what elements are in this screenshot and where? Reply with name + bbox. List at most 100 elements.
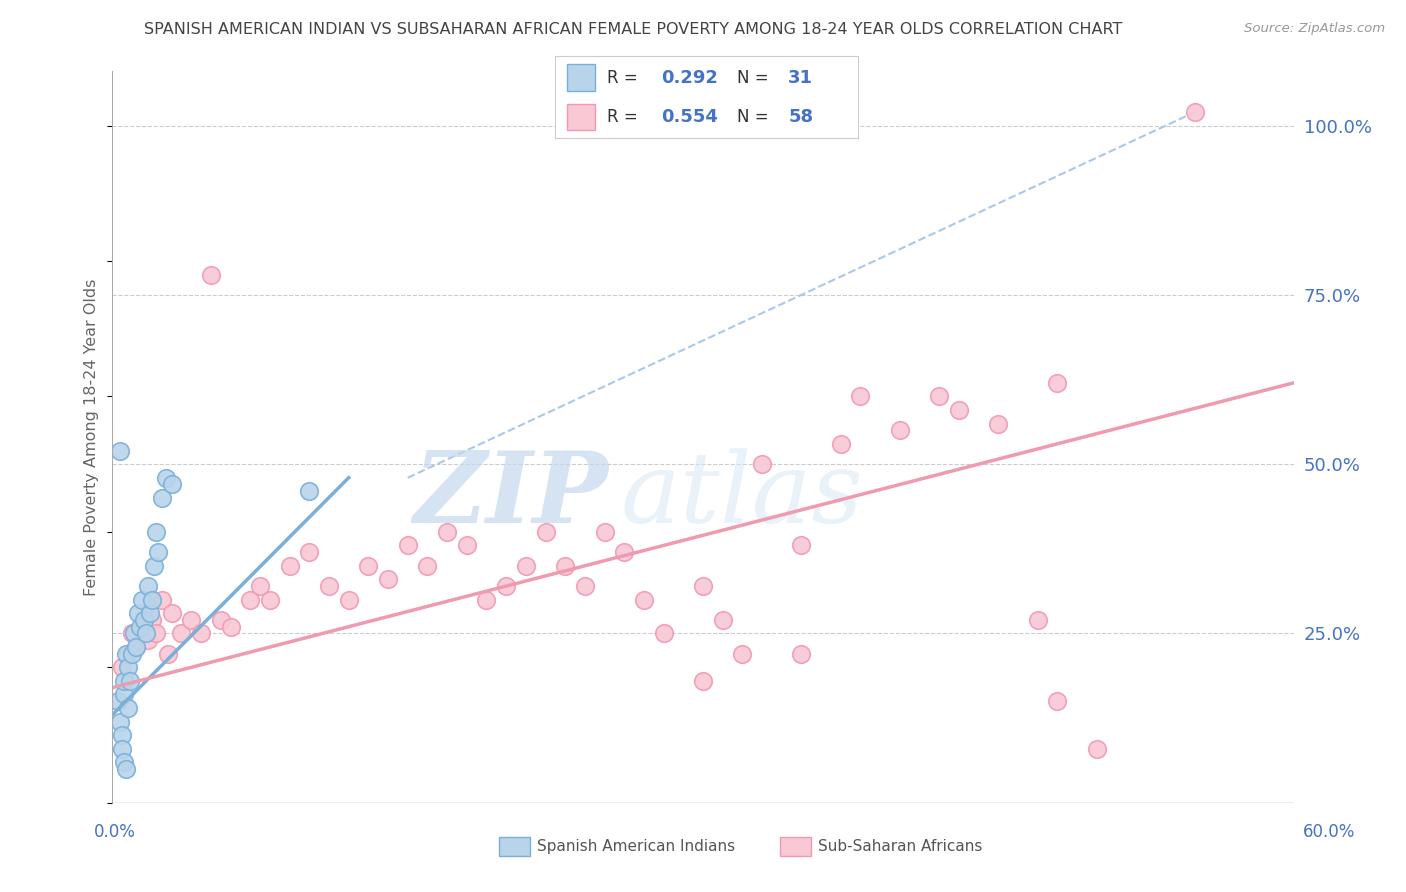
- Point: [337, 592, 360, 607]
- Point: [249, 579, 271, 593]
- Point: [1046, 376, 1069, 390]
- Text: R =: R =: [607, 108, 643, 126]
- Text: N =: N =: [737, 69, 773, 87]
- Point: [948, 403, 970, 417]
- Point: [121, 626, 143, 640]
- Point: [790, 538, 813, 552]
- Point: [554, 558, 576, 573]
- Point: [1184, 105, 1206, 120]
- Y-axis label: Female Poverty Among 18-24 Year Olds: Female Poverty Among 18-24 Year Olds: [84, 278, 100, 596]
- Point: [416, 558, 439, 573]
- Point: [111, 660, 134, 674]
- Text: R =: R =: [607, 69, 643, 87]
- Point: [209, 613, 232, 627]
- Point: [146, 545, 169, 559]
- Point: [125, 640, 148, 654]
- Point: [593, 524, 616, 539]
- Point: [150, 592, 173, 607]
- Bar: [568, 103, 595, 130]
- Point: [190, 626, 212, 640]
- Point: [142, 558, 165, 573]
- Point: [160, 477, 183, 491]
- Point: [377, 572, 399, 586]
- Point: [731, 647, 754, 661]
- Text: 31: 31: [789, 69, 813, 87]
- Text: 0.292: 0.292: [661, 69, 718, 87]
- Point: [534, 524, 557, 539]
- Point: [107, 694, 129, 708]
- Point: [239, 592, 262, 607]
- Point: [396, 538, 419, 552]
- Bar: [568, 64, 595, 91]
- Text: Sub-Saharan Africans: Sub-Saharan Africans: [818, 839, 983, 854]
- Point: [155, 471, 177, 485]
- Point: [135, 626, 157, 640]
- Text: Spanish American Indians: Spanish American Indians: [537, 839, 735, 854]
- Point: [117, 647, 139, 661]
- Point: [436, 524, 458, 539]
- Point: [495, 579, 517, 593]
- Point: [613, 545, 636, 559]
- Point: [170, 626, 193, 640]
- Point: [111, 741, 134, 756]
- Text: SPANISH AMERICAN INDIAN VS SUBSAHARAN AFRICAN FEMALE POVERTY AMONG 18-24 YEAR OL: SPANISH AMERICAN INDIAN VS SUBSAHARAN AF…: [143, 22, 1122, 37]
- Point: [298, 545, 321, 559]
- Point: [112, 673, 135, 688]
- Point: [574, 579, 596, 593]
- Point: [928, 389, 950, 403]
- Point: [278, 558, 301, 573]
- Point: [318, 579, 340, 593]
- Point: [115, 647, 138, 661]
- Point: [120, 673, 142, 688]
- Text: 60.0%: 60.0%: [1302, 822, 1355, 840]
- Point: [633, 592, 655, 607]
- Point: [652, 626, 675, 640]
- Point: [987, 417, 1010, 431]
- Point: [259, 592, 281, 607]
- Point: [141, 592, 163, 607]
- Point: [889, 423, 911, 437]
- Point: [131, 620, 153, 634]
- Point: [122, 626, 145, 640]
- Point: [117, 701, 139, 715]
- Point: [160, 606, 183, 620]
- Point: [790, 647, 813, 661]
- Point: [692, 673, 714, 688]
- Point: [112, 688, 135, 702]
- Point: [849, 389, 872, 403]
- Point: [298, 484, 321, 499]
- Point: [141, 613, 163, 627]
- Point: [127, 606, 149, 620]
- Point: [200, 268, 222, 282]
- Point: [711, 613, 734, 627]
- Point: [180, 613, 202, 627]
- Point: [456, 538, 478, 552]
- Point: [121, 647, 143, 661]
- Point: [132, 613, 155, 627]
- Point: [136, 633, 159, 648]
- Point: [110, 714, 132, 729]
- Point: [1026, 613, 1049, 627]
- Point: [475, 592, 498, 607]
- Point: [751, 457, 773, 471]
- Text: ZIP: ZIP: [413, 448, 609, 544]
- Point: [145, 524, 167, 539]
- Point: [115, 762, 138, 776]
- Text: N =: N =: [737, 108, 773, 126]
- Point: [117, 660, 139, 674]
- Point: [1046, 694, 1069, 708]
- Point: [145, 626, 167, 640]
- Point: [692, 579, 714, 593]
- Point: [219, 620, 242, 634]
- Text: 0.0%: 0.0%: [94, 822, 136, 840]
- Text: 0.554: 0.554: [661, 108, 718, 126]
- Point: [136, 579, 159, 593]
- Point: [125, 640, 148, 654]
- Point: [156, 647, 179, 661]
- Point: [110, 443, 132, 458]
- Text: atlas: atlas: [620, 448, 863, 543]
- Point: [515, 558, 537, 573]
- Point: [150, 491, 173, 505]
- Point: [1085, 741, 1108, 756]
- Point: [357, 558, 380, 573]
